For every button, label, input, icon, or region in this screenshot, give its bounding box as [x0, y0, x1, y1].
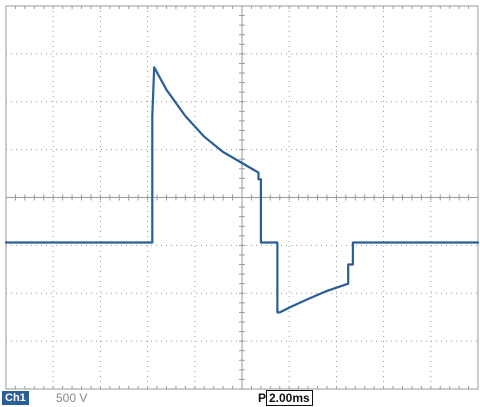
- volts-per-div-readout: 500 V: [56, 391, 88, 405]
- time-per-div-readout: 2.00ms: [266, 390, 313, 406]
- graticule: [5, 5, 479, 390]
- waveform-trace-ch1: [4, 66, 480, 314]
- channel-badge[interactable]: Ch1: [2, 391, 29, 405]
- status-bar: Ch1 500 V P 2.00ms: [0, 389, 480, 407]
- waveform-trace-group: [4, 66, 480, 314]
- trigger-position-marker: P: [258, 391, 267, 405]
